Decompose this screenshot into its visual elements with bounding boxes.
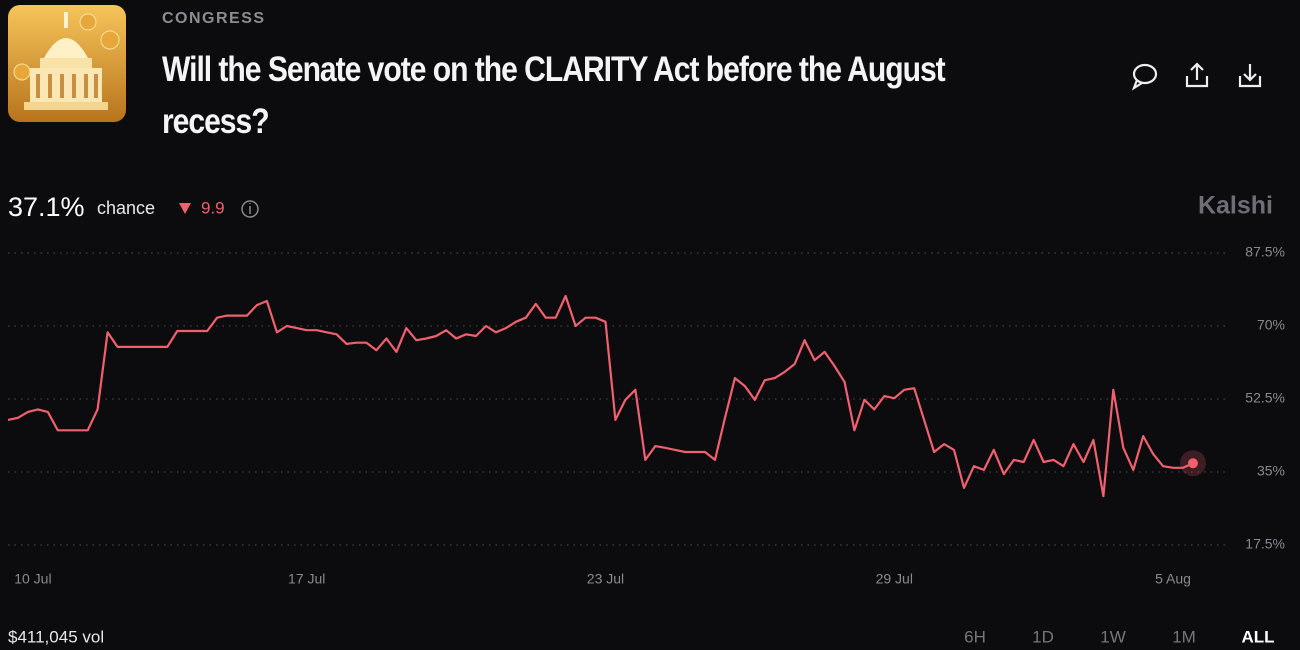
- range-button[interactable]: 1W: [1100, 627, 1126, 646]
- y-tick-label: 52.5%: [1245, 390, 1285, 406]
- category: CONGRESS: [162, 10, 266, 27]
- download-button[interactable]: [1238, 64, 1262, 88]
- market-title: Will the Senate vote on the CLARITY Act …: [162, 50, 946, 141]
- x-tick-label: 29 Jul: [876, 571, 913, 587]
- share-button[interactable]: [1185, 62, 1209, 88]
- last-point: [1188, 458, 1198, 469]
- range-button[interactable]: 1D: [1032, 627, 1054, 646]
- chance-value: 37.1%: [8, 192, 85, 222]
- x-tick-label: 17 Jul: [288, 571, 325, 587]
- volume: $411,045 vol: [8, 627, 104, 646]
- range-button[interactable]: ALL: [1241, 627, 1274, 646]
- brand-logo: Kalshi: [1198, 192, 1273, 220]
- chance-label: chance: [97, 198, 155, 218]
- range-button[interactable]: 1M: [1172, 627, 1196, 646]
- comment-button[interactable]: [1131, 63, 1158, 91]
- x-tick-label: 5 Aug: [1155, 571, 1191, 587]
- down-arrow: [179, 203, 191, 214]
- y-tick-label: 87.5%: [1245, 244, 1285, 260]
- market-icon: [8, 5, 126, 122]
- x-tick-label: 10 Jul: [14, 571, 51, 587]
- price-line: [7, 294, 1194, 498]
- y-tick-label: 17.5%: [1245, 536, 1285, 552]
- y-tick-label: 35%: [1257, 463, 1285, 479]
- info-icon[interactable]: [241, 200, 259, 218]
- range-button[interactable]: 6H: [964, 627, 986, 646]
- x-tick-label: 23 Jul: [587, 571, 624, 587]
- change-value: 9.9: [201, 198, 225, 217]
- y-tick-label: 70%: [1257, 317, 1285, 333]
